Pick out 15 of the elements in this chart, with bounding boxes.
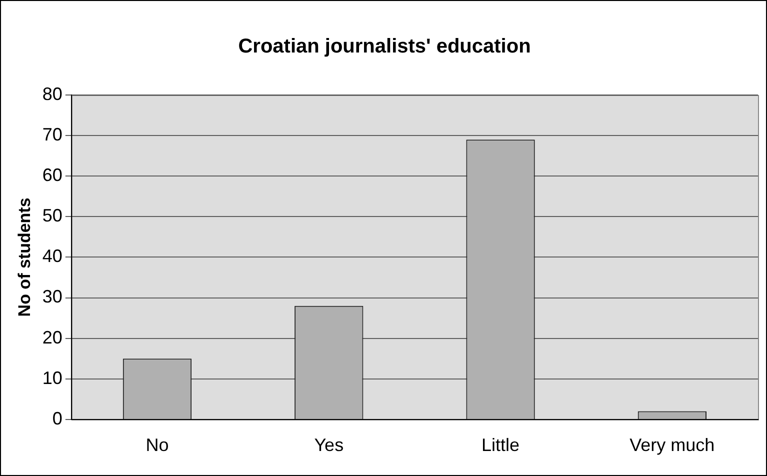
x-tick-label: Yes (314, 435, 344, 456)
y-tick-label: 40 (42, 246, 62, 266)
y-tick-label: 10 (42, 368, 62, 388)
chart-title: Croatian journalists' education (238, 36, 531, 58)
y-tick-label: 0 (52, 408, 62, 428)
y-tick-label: 80 (42, 84, 62, 104)
x-tick-label: Little (482, 435, 520, 456)
x-tick-label: Very much (630, 435, 715, 456)
y-tick-label: 60 (42, 165, 62, 186)
y-tick-label: 30 (42, 286, 62, 307)
y-tick-label: 70 (42, 124, 62, 145)
y-tick-label: 50 (42, 206, 62, 226)
y-tick-label: 20 (42, 327, 62, 348)
x-tick-label: No (146, 435, 169, 456)
y-axis-title: No of students (14, 198, 34, 317)
